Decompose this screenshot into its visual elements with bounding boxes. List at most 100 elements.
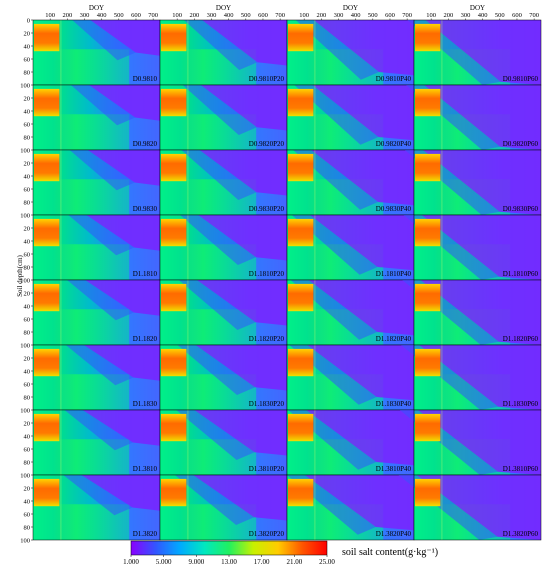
panel-label: D0.9830P40 xyxy=(376,205,412,213)
y-tick-label: 60 xyxy=(24,122,31,129)
panel-label: D0.9810P40 xyxy=(376,75,412,83)
panel-label: D0.9820P40 xyxy=(376,140,412,148)
x-tick-label: 200 xyxy=(316,12,326,19)
x-tick-label: 400 xyxy=(351,12,361,19)
y-tick-label: 60 xyxy=(24,252,31,259)
y-tick-label: 100 xyxy=(20,278,30,285)
heatmap-panel: D0.9820 xyxy=(32,84,161,151)
x-tick-label: 400 xyxy=(478,12,488,19)
y-tick-label: 20 xyxy=(24,226,31,233)
heatmap-panel: D1.1820 xyxy=(32,279,161,346)
y-tick-label: 40 xyxy=(24,499,31,506)
high-salt-region xyxy=(415,348,441,377)
heatmap-panel: D0.9810P20 xyxy=(159,19,288,86)
heatmap-panel: D1.1820P60 xyxy=(402,279,542,346)
blue-region xyxy=(180,215,256,266)
panel-label: D1.3820P20 xyxy=(249,530,285,538)
high-salt-region xyxy=(288,283,314,312)
x-tick-label: 300 xyxy=(334,12,344,19)
high-salt-region xyxy=(161,23,187,52)
panel-label: D0.9810P60 xyxy=(503,75,539,83)
y-tick-label: 80 xyxy=(24,395,31,402)
x-axis-label: DOY xyxy=(343,4,358,12)
purple-region xyxy=(85,280,160,316)
x-tick-label: 700 xyxy=(529,12,539,19)
high-salt-region xyxy=(161,348,187,377)
panel-label: D1.3810P60 xyxy=(503,465,539,473)
x-tick-label: 100 xyxy=(299,12,309,19)
y-tick-label: 60 xyxy=(24,57,31,64)
y-tick-label: 60 xyxy=(24,317,31,324)
high-salt-region xyxy=(34,478,60,507)
y-tick-label: 100 xyxy=(20,83,30,90)
y-tick-label: 80 xyxy=(24,135,31,142)
x-tick-label: 500 xyxy=(495,12,505,19)
y-tick-label: 40 xyxy=(24,434,31,441)
heatmap-panel: D1.1810P20 xyxy=(159,214,288,281)
high-salt-region xyxy=(288,413,314,442)
heatmap-panel: D0.9830P40 xyxy=(286,149,415,216)
purple-region xyxy=(420,280,541,345)
heatmap-panel: D1.1830 xyxy=(32,344,161,411)
purple-region xyxy=(81,475,160,511)
blue-region xyxy=(65,345,134,386)
high-salt-region xyxy=(34,88,60,117)
colorbar-tick-label: 1.000 xyxy=(123,558,139,566)
high-salt-region xyxy=(34,413,60,442)
purple-region xyxy=(424,85,541,150)
y-tick-label: 80 xyxy=(24,265,31,272)
panel-label: D1.1820P60 xyxy=(503,335,539,343)
y-tick-label: 40 xyxy=(24,304,31,311)
high-salt-region xyxy=(161,478,187,507)
high-salt-region xyxy=(415,88,441,117)
x-tick-label: 400 xyxy=(224,12,234,19)
heatmap-panel: D0.9820P60 xyxy=(406,84,542,151)
purple-region xyxy=(198,215,287,261)
x-axis-label: DOY xyxy=(216,4,231,12)
high-salt-region xyxy=(161,413,187,442)
purple-region xyxy=(422,150,541,215)
y-tick-label: 100 xyxy=(20,538,30,545)
blue-region xyxy=(177,345,255,396)
high-salt-region xyxy=(288,478,314,507)
high-salt-region xyxy=(161,153,187,182)
panel-label: D1.1820P20 xyxy=(249,335,285,343)
panel-label: D1.3820P40 xyxy=(376,530,412,538)
purple-region xyxy=(417,410,541,475)
heatmap-panel: D1.3810P60 xyxy=(399,409,542,476)
panel-label: D1.1810P60 xyxy=(503,270,539,278)
purple-region xyxy=(196,280,287,326)
x-tick-label: 300 xyxy=(461,12,471,19)
heatmap-panel: D0.9810P40 xyxy=(286,19,415,86)
panel-label: D1.1830P20 xyxy=(249,400,285,408)
colorbar xyxy=(130,540,328,556)
x-tick-label: 100 xyxy=(426,12,436,19)
heatmap-panel: D1.3820 xyxy=(32,474,161,541)
panel-label: D0.9830P60 xyxy=(503,205,539,213)
purple-region xyxy=(87,150,160,186)
blue-region xyxy=(294,85,379,145)
blue-region xyxy=(63,475,133,516)
purple-region xyxy=(313,20,414,76)
high-salt-region xyxy=(288,348,314,377)
blue-region xyxy=(67,280,134,321)
high-salt-region xyxy=(288,23,314,52)
high-salt-region xyxy=(161,218,187,247)
y-tick-label: 40 xyxy=(24,369,31,376)
high-salt-region xyxy=(161,88,187,117)
panel-label: D1.1830P40 xyxy=(376,400,412,408)
purple-region xyxy=(201,20,287,66)
blue-region xyxy=(178,280,256,331)
x-tick-label: 200 xyxy=(443,12,453,19)
y-tick-label: 20 xyxy=(24,31,31,38)
high-salt-region xyxy=(288,88,314,117)
purple-region xyxy=(421,215,541,280)
high-salt-region xyxy=(415,23,441,52)
colorbar-title: soil salt content(g·kg⁻¹) xyxy=(342,547,439,558)
heatmap-panel: D0.9810P60 xyxy=(407,19,542,86)
panel-label: D1.3820P60 xyxy=(503,530,539,538)
blue-region xyxy=(182,85,257,136)
colorbar-tick-label: 25.00 xyxy=(319,558,335,566)
panel-label: D1.1820 xyxy=(133,335,158,343)
purple-region xyxy=(199,150,287,196)
